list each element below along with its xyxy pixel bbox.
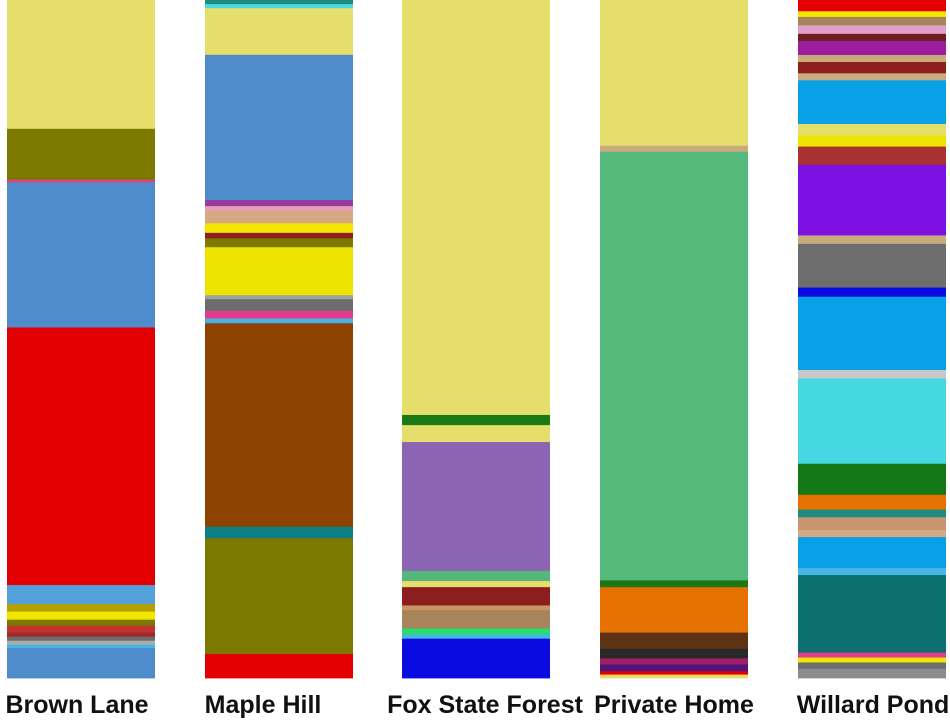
bar-segment-private-home-10 <box>600 674 748 679</box>
bar-segment-fox-state-forest-4 <box>402 570 550 582</box>
bar-segment-willard-pond-21 <box>798 494 946 510</box>
bar-segment-willard-pond-13 <box>798 164 946 236</box>
category-label-private-home: Private Home <box>594 691 754 719</box>
bar-segment-maple-hill-6 <box>205 210 353 224</box>
bar-segment-private-home-1 <box>600 145 748 153</box>
bar-segment-private-home-6 <box>600 648 748 659</box>
bar-segment-maple-hill-9 <box>205 238 353 248</box>
bar-segment-brown-lane-13 <box>7 644 155 649</box>
bar-segment-willard-pond-5 <box>798 40 946 56</box>
bar-segment-willard-pond-7 <box>798 62 946 74</box>
bar-segment-maple-hill-8 <box>205 232 353 239</box>
bar-segment-willard-pond-30 <box>798 662 946 670</box>
bar-segment-maple-hill-5 <box>205 206 353 212</box>
bar-segment-fox-state-forest-7 <box>402 605 550 611</box>
bar-segment-willard-pond-16 <box>798 287 946 298</box>
bar-segment-fox-state-forest-10 <box>402 634 550 640</box>
bars-layer <box>7 0 946 679</box>
bar-segment-brown-lane-4 <box>7 327 155 586</box>
bar-segment-fox-state-forest-3 <box>402 442 550 572</box>
bar-segment-willard-pond-10 <box>798 124 946 136</box>
bar-segment-willard-pond-31 <box>798 668 946 679</box>
bar-segment-private-home-2 <box>600 151 748 581</box>
bar-segment-maple-hill-2 <box>205 8 353 56</box>
bar-segment-brown-lane-1 <box>7 128 155 181</box>
category-label-willard-pond: Willard Pond <box>797 691 950 719</box>
bar-segment-willard-pond-15 <box>798 243 946 288</box>
bar-segment-fox-state-forest-2 <box>402 425 550 443</box>
bar-segment-maple-hill-1 <box>205 4 353 9</box>
bar-segment-private-home-9 <box>600 671 748 676</box>
bar-segment-willard-pond-17 <box>798 296 946 371</box>
bar-segment-willard-pond-26 <box>798 568 946 576</box>
bar-segment-maple-hill-10 <box>205 247 353 296</box>
bar-segment-willard-pond-9 <box>798 80 946 125</box>
bar-segment-willard-pond-2 <box>798 16 946 26</box>
bar-segment-private-home-4 <box>600 587 748 633</box>
bar-segment-brown-lane-9 <box>7 625 155 633</box>
bar-segment-maple-hill-17 <box>205 538 353 655</box>
bar-segment-brown-lane-5 <box>7 585 155 605</box>
bar-segment-willard-pond-19 <box>798 378 946 465</box>
bar-segment-maple-hill-12 <box>205 299 353 312</box>
bar-segment-fox-state-forest-6 <box>402 587 550 606</box>
bar-segment-fox-state-forest-1 <box>402 414 550 426</box>
bar-segment-fox-state-forest-5 <box>402 581 550 588</box>
bar-segment-maple-hill-3 <box>205 54 353 201</box>
bar-segment-willard-pond-25 <box>798 537 946 569</box>
bar-segment-fox-state-forest-8 <box>402 610 550 629</box>
bar-segment-willard-pond-22 <box>798 509 946 518</box>
bar-segment-brown-lane-7 <box>7 611 155 621</box>
category-label-brown-lane: Brown Lane <box>5 691 148 719</box>
bar-segment-private-home-8 <box>600 664 748 672</box>
bar-segment-willard-pond-27 <box>798 575 946 654</box>
bar-segment-fox-state-forest-0 <box>402 0 550 416</box>
bar-segment-willard-pond-12 <box>798 146 946 166</box>
bar-segment-brown-lane-3 <box>7 182 155 328</box>
bar-segment-willard-pond-23 <box>798 517 946 531</box>
bar-segment-maple-hill-11 <box>205 295 353 300</box>
bar-segment-willard-pond-4 <box>798 33 946 42</box>
bar-segment-willard-pond-11 <box>798 135 946 147</box>
bar-segment-brown-lane-8 <box>7 619 155 627</box>
bar-segment-willard-pond-28 <box>798 652 946 658</box>
bar-segment-maple-hill-16 <box>205 526 353 539</box>
bar-segment-private-home-0 <box>600 0 748 147</box>
bar-segment-willard-pond-24 <box>798 530 946 538</box>
bar-segment-willard-pond-18 <box>798 370 946 379</box>
bar-segment-willard-pond-29 <box>798 657 946 663</box>
bar-segment-maple-hill-18 <box>205 654 353 679</box>
bar-segment-willard-pond-3 <box>798 25 946 35</box>
bar-segment-brown-lane-11 <box>7 636 155 642</box>
category-label-fox-state-forest: Fox State Forest <box>387 691 584 719</box>
bar-segment-willard-pond-0 <box>798 0 946 12</box>
category-labels: Brown Lane Maple Hill Fox State Forest P… <box>5 691 949 719</box>
bar-segment-maple-hill-14 <box>205 318 353 324</box>
bar-segment-brown-lane-14 <box>7 648 155 679</box>
bar-segment-willard-pond-14 <box>798 235 946 245</box>
bar-segment-maple-hill-7 <box>205 223 353 234</box>
bar-segment-willard-pond-6 <box>798 54 946 63</box>
bar-segment-maple-hill-4 <box>205 199 353 207</box>
bar-segment-brown-lane-2 <box>7 179 155 183</box>
bar-segment-willard-pond-1 <box>798 11 946 18</box>
bar-segment-fox-state-forest-11 <box>402 638 550 679</box>
bar-segment-private-home-5 <box>600 632 748 650</box>
bar-segment-maple-hill-13 <box>205 310 353 319</box>
bar-segment-brown-lane-0 <box>7 0 155 130</box>
bar-segment-private-home-7 <box>600 658 748 665</box>
category-label-maple-hill: Maple Hill <box>205 691 322 719</box>
bar-segment-brown-lane-12 <box>7 640 155 646</box>
bar-segment-willard-pond-20 <box>798 463 946 496</box>
bar-segment-maple-hill-0 <box>205 0 353 5</box>
bar-segment-brown-lane-6 <box>7 604 155 612</box>
bar-segment-maple-hill-15 <box>205 323 353 528</box>
bar-segment-willard-pond-8 <box>798 73 946 81</box>
bar-segment-fox-state-forest-9 <box>402 628 550 636</box>
bar-segment-brown-lane-10 <box>7 632 155 638</box>
bar-segment-private-home-3 <box>600 580 748 588</box>
